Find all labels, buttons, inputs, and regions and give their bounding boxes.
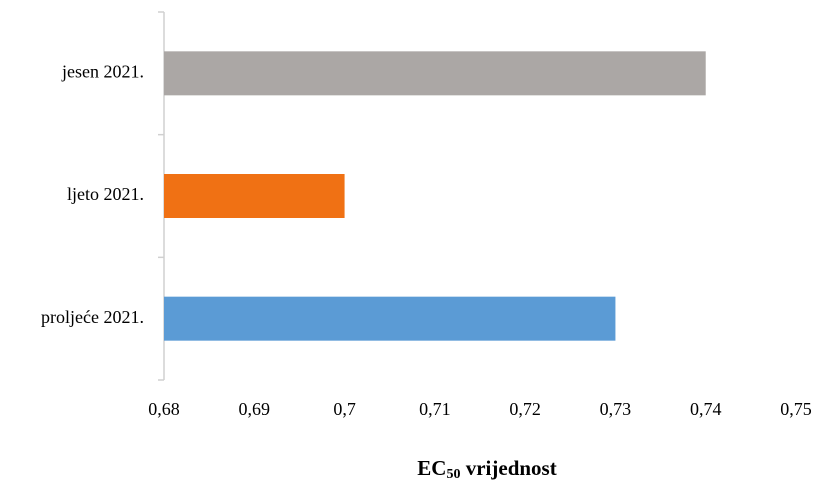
x-tick-label: 0,74 [690, 399, 722, 419]
x-tick-label: 0,69 [239, 399, 271, 419]
y-tick-label: proljeće 2021. [41, 307, 144, 327]
bar [164, 174, 345, 218]
bar [164, 296, 616, 341]
x-tick-label: 0,71 [419, 399, 451, 419]
x-axis-title-main: EC [417, 456, 446, 480]
x-tick-label: 0,73 [600, 399, 632, 419]
x-tick-label: 0,75 [780, 399, 812, 419]
x-tick-label: 0,72 [509, 399, 541, 419]
x-tick-label: 0,68 [148, 399, 180, 419]
x-axis-title-rest: vrijednost [460, 456, 556, 480]
y-tick-label: jesen 2021. [61, 61, 144, 81]
y-tick-label: ljeto 2021. [67, 184, 144, 204]
x-tick-label: 0,7 [333, 399, 356, 419]
x-axis-title: EC50 vrijednost [417, 456, 556, 482]
x-axis-title-sub: 50 [446, 467, 460, 482]
bar [164, 51, 706, 96]
